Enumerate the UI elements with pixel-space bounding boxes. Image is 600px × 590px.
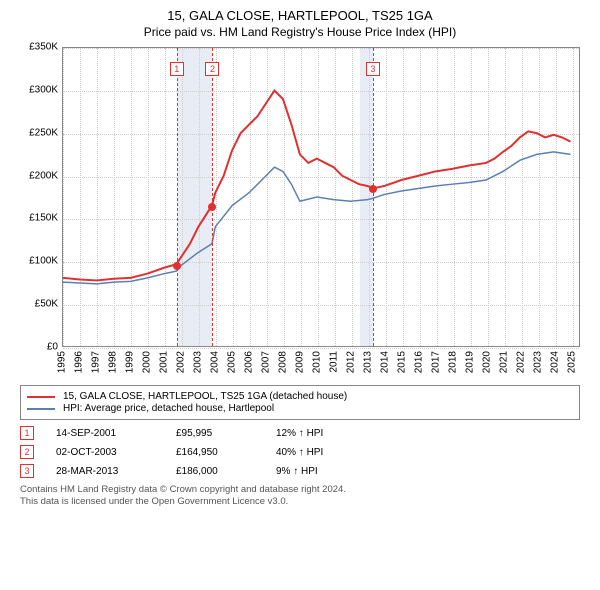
sale-dot (208, 203, 216, 211)
xtick-label: 2019 (464, 351, 475, 373)
sales-price: £95,995 (176, 428, 276, 439)
chart-area: £0£50K£100K£150K£200K£250K£300K£350K 123… (20, 47, 580, 383)
event-line (373, 48, 374, 346)
xtick-label: 2002 (175, 351, 186, 373)
x-axis: 1995199619971998199920002001200220032004… (62, 347, 580, 383)
legend-swatch (27, 408, 55, 410)
footer-attribution: Contains HM Land Registry data © Crown c… (20, 484, 580, 509)
ytick-label: £50K (20, 299, 58, 310)
event-marker: 3 (366, 62, 380, 76)
xtick-label: 2008 (277, 351, 288, 373)
ytick-label: £350K (20, 42, 58, 53)
xtick-label: 1997 (90, 351, 101, 373)
xtick-label: 2020 (481, 351, 492, 373)
event-marker: 1 (170, 62, 184, 76)
xtick-label: 2000 (141, 351, 152, 373)
sales-marker: 2 (20, 445, 34, 459)
chart-subtitle: Price paid vs. HM Land Registry's House … (10, 25, 590, 39)
y-axis: £0£50K£100K£150K£200K£250K£300K£350K (20, 47, 62, 347)
xtick-label: 1999 (124, 351, 135, 373)
series-property (63, 91, 571, 281)
xtick-label: 2016 (413, 351, 424, 373)
legend-item: HPI: Average price, detached house, Hart… (27, 403, 573, 414)
series-hpi (63, 152, 571, 284)
xtick-label: 2011 (328, 351, 339, 373)
xtick-label: 2010 (311, 351, 322, 373)
xtick-label: 2001 (158, 351, 169, 373)
event-line (177, 48, 178, 346)
xtick-label: 2013 (362, 351, 373, 373)
ytick-label: £0 (20, 342, 58, 353)
ytick-label: £250K (20, 127, 58, 138)
legend-box: 15, GALA CLOSE, HARTLEPOOL, TS25 1GA (de… (20, 385, 580, 420)
sales-row: 1 14-SEP-2001£95,99512% ↑ HPI (20, 426, 580, 440)
legend-swatch (27, 396, 55, 398)
xtick-label: 2007 (260, 351, 271, 373)
sales-date: 14-SEP-2001 (56, 428, 176, 439)
xtick-label: 2022 (515, 351, 526, 373)
sales-price: £186,000 (176, 466, 276, 477)
sale-dot (369, 185, 377, 193)
line-svg (63, 48, 579, 346)
plot-region: 1 2 3 (62, 47, 580, 347)
sales-date: 28-MAR-2013 (56, 466, 176, 477)
legend-label: 15, GALA CLOSE, HARTLEPOOL, TS25 1GA (de… (63, 391, 347, 402)
xtick-label: 2021 (498, 351, 509, 373)
xtick-label: 2018 (447, 351, 458, 373)
legend-label: HPI: Average price, detached house, Hart… (63, 403, 274, 414)
xtick-label: 2005 (226, 351, 237, 373)
sales-diff: 12% ↑ HPI (276, 428, 580, 439)
ytick-label: £300K (20, 84, 58, 95)
ytick-label: £150K (20, 213, 58, 224)
sales-date: 02-OCT-2003 (56, 447, 176, 458)
sales-price: £164,950 (176, 447, 276, 458)
xtick-label: 2006 (243, 351, 254, 373)
xtick-label: 2014 (379, 351, 390, 373)
ytick-label: £100K (20, 256, 58, 267)
sales-row: 3 28-MAR-2013£186,0009% ↑ HPI (20, 464, 580, 478)
xtick-label: 2012 (345, 351, 356, 373)
xtick-label: 2003 (192, 351, 203, 373)
event-marker: 2 (205, 62, 219, 76)
sales-diff: 40% ↑ HPI (276, 447, 580, 458)
xtick-label: 1998 (107, 351, 118, 373)
sales-table: 1 14-SEP-2001£95,99512% ↑ HPI 2 02-OCT-2003… (20, 426, 580, 478)
xtick-label: 2004 (209, 351, 220, 373)
footer-line1: Contains HM Land Registry data © Crown c… (20, 484, 580, 496)
legend-item: 15, GALA CLOSE, HARTLEPOOL, TS25 1GA (de… (27, 391, 573, 402)
sales-row: 2 02-OCT-2003£164,95040% ↑ HPI (20, 445, 580, 459)
xtick-label: 2024 (549, 351, 560, 373)
event-line (212, 48, 213, 346)
xtick-label: 1996 (73, 351, 84, 373)
xtick-label: 2009 (294, 351, 305, 373)
sales-marker: 1 (20, 426, 34, 440)
sales-marker: 3 (20, 464, 34, 478)
chart-title: 15, GALA CLOSE, HARTLEPOOL, TS25 1GA (10, 8, 590, 23)
xtick-label: 2025 (566, 351, 577, 373)
sale-dot (173, 262, 181, 270)
xtick-label: 1995 (57, 351, 68, 373)
xtick-label: 2015 (396, 351, 407, 373)
sales-diff: 9% ↑ HPI (276, 466, 580, 477)
ytick-label: £200K (20, 170, 58, 181)
footer-line2: This data is licensed under the Open Gov… (20, 496, 580, 508)
xtick-label: 2023 (532, 351, 543, 373)
xtick-label: 2017 (430, 351, 441, 373)
